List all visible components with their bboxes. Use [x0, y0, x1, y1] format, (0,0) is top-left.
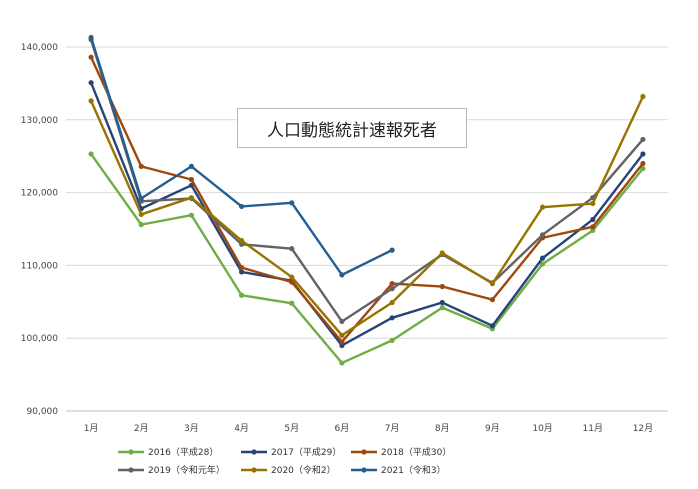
data-point: [339, 318, 345, 325]
x-axis: 1月 2月 3月 4月 5月 6月 7月 8月 9月 10月 11月 12月: [84, 423, 653, 434]
x-tick-label: 6月: [335, 423, 350, 434]
x-tick-label: 2月: [134, 423, 149, 434]
series-line: [89, 39, 644, 323]
data-point: [289, 300, 295, 306]
data-point: [539, 232, 546, 238]
x-tick-label: 5月: [284, 423, 299, 434]
data-point: [238, 238, 245, 244]
data-point: [539, 261, 546, 267]
data-point: [339, 360, 345, 366]
data-point: [138, 222, 144, 228]
legend-marker: [251, 449, 257, 455]
data-point: [640, 93, 646, 100]
y-tick-label: 100,000: [21, 334, 58, 344]
data-point: [339, 272, 345, 278]
chart-title: 人口動態統計速報死者: [237, 108, 467, 148]
y-tick-label: 130,000: [21, 116, 58, 126]
data-point: [389, 299, 395, 306]
data-point: [138, 211, 144, 218]
data-point: [439, 283, 445, 290]
x-tick-label: 7月: [385, 423, 400, 434]
data-point: [138, 163, 144, 169]
data-point: [590, 227, 596, 234]
data-point: [289, 246, 295, 252]
data-point: [339, 339, 345, 345]
series-line: [89, 56, 644, 344]
data-point: [88, 34, 94, 41]
data-point: [389, 315, 395, 321]
data-point: [539, 204, 546, 210]
data-point: [590, 200, 596, 207]
data-point: [389, 286, 395, 292]
data-point: [88, 80, 94, 86]
data-point: [590, 224, 596, 230]
data-point: [389, 281, 395, 287]
data-point: [539, 255, 546, 261]
y-tick-label: 120,000: [21, 189, 58, 199]
data-point: [640, 160, 646, 167]
legend-label: 2019（令和元年）: [148, 464, 225, 476]
data-point: [489, 281, 496, 287]
y-tick-label: 90,000: [27, 407, 59, 417]
legend-marker: [128, 449, 134, 455]
data-point: [138, 195, 144, 202]
data-point: [439, 250, 445, 256]
data-point: [188, 195, 195, 201]
data-point: [188, 176, 195, 183]
data-point: [489, 297, 496, 303]
data-point: [389, 247, 395, 253]
series-line: [89, 82, 644, 347]
series-line: [90, 153, 644, 365]
data-point: [339, 342, 345, 349]
legend-label: 2016（平成28）: [148, 446, 218, 458]
x-tick-label: 3月: [184, 423, 199, 434]
data-point: [590, 216, 596, 223]
x-tick-label: 12月: [633, 423, 653, 434]
data-point: [489, 323, 496, 329]
legend-marker: [361, 449, 367, 455]
x-tick-label: 1月: [84, 423, 99, 434]
series-lines: [88, 34, 646, 366]
data-point: [439, 299, 445, 306]
legend-label: 2017（平成29）: [271, 446, 341, 458]
data-point: [640, 165, 646, 172]
data-point: [188, 163, 195, 169]
legend: 2016（平成28） 2017（平成29） 2018（平成30） 2019（令和元年）…: [118, 446, 451, 476]
data-point: [339, 332, 345, 338]
x-tick-label: 4月: [234, 423, 249, 434]
data-point: [88, 98, 94, 104]
x-tick-label: 10月: [532, 423, 552, 434]
legend-label: 2020（令和2）: [271, 464, 336, 476]
x-tick-label: 11月: [583, 423, 603, 434]
data-point: [188, 212, 195, 218]
legend-marker: [128, 467, 134, 473]
data-point: [640, 151, 646, 157]
series-line: [89, 95, 645, 337]
data-point: [238, 203, 245, 210]
data-point: [238, 264, 245, 271]
legend-label: 2018（平成30）: [381, 446, 451, 458]
data-point: [88, 151, 94, 157]
legend-label: 2021（令和3）: [381, 464, 446, 476]
x-tick-label: 9月: [485, 423, 500, 434]
data-point: [439, 305, 445, 311]
legend-marker: [251, 467, 257, 473]
data-point: [88, 54, 94, 60]
legend-marker: [361, 467, 367, 473]
x-tick-label: 8月: [435, 423, 450, 434]
data-point: [640, 136, 646, 143]
y-tick-label: 140,000: [21, 43, 58, 53]
data-point: [289, 274, 295, 280]
data-point: [238, 269, 245, 275]
data-point: [389, 337, 395, 343]
data-point: [289, 279, 295, 285]
data-point: [289, 200, 295, 206]
data-point: [238, 292, 245, 298]
y-tick-label: 110,000: [21, 261, 58, 271]
y-axis: 90,000 100,000 110,000 120,000 130,000 140,00…: [21, 43, 58, 417]
